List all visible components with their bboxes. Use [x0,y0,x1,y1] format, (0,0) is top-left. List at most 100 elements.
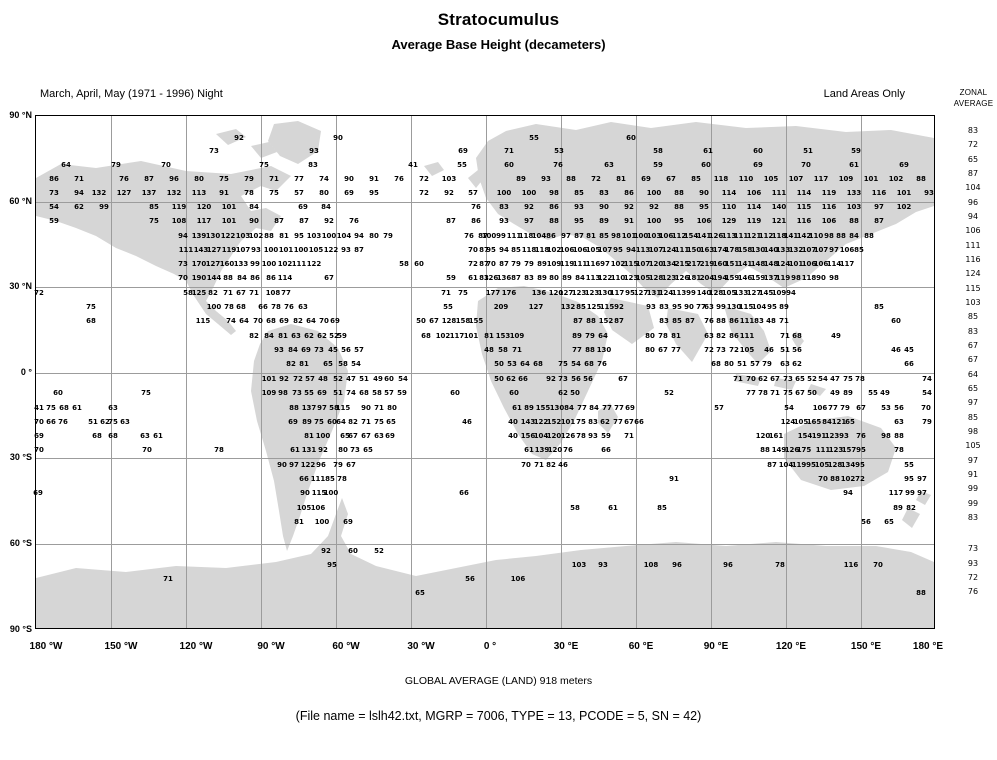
data-value: 115 [738,303,754,311]
data-value: 58 [653,147,663,155]
data-value: 87 [478,232,488,240]
meridian-grid-line [186,116,187,628]
data-value: 70 [521,461,531,469]
data-value: 101 [896,189,912,197]
data-value: 132 [91,189,107,197]
latitude-tick-label: 60 °S [9,538,32,548]
data-value: 103 [235,232,251,240]
data-value: 101 [261,375,277,383]
data-value: 58 [570,504,580,512]
data-value: 100 [521,189,537,197]
data-value: 128 [441,317,457,325]
parallel-grid-line [36,287,934,288]
data-value: 128 [827,461,843,469]
data-value: 85 [511,246,521,254]
data-value: 89 [779,303,789,311]
longitude-tick-label: 120 °E [775,641,807,652]
data-value: 115 [311,489,327,497]
data-value: 116 [821,203,837,211]
data-value: 102 [610,260,626,268]
parallel-grid-line [36,458,934,459]
data-value: 99 [686,289,696,297]
meridian-grid-line [411,116,412,628]
data-value: 79 [840,404,850,412]
data-value: 51 [88,418,98,426]
data-value: 56 [861,518,871,526]
data-value: 83 [308,161,318,169]
data-value: 99 [99,203,109,211]
data-value: 109 [261,389,277,397]
data-value: 108 [171,217,187,225]
data-value: 118 [521,246,537,254]
data-value: 71 [733,375,743,383]
parallel-grid-line [36,373,934,374]
data-value: 72 [293,375,303,383]
data-value: 74 [319,175,329,183]
data-value: 141 [783,232,799,240]
data-value: 89 [599,217,609,225]
data-value: 119 [775,274,791,282]
data-value: 98 [549,189,559,197]
data-value: 130 [597,289,613,297]
data-value: 100 [646,189,662,197]
data-value: 69 [330,317,340,325]
data-value: 57 [750,360,760,368]
data-value: 104 [336,232,352,240]
data-value: 100 [646,217,662,225]
data-value: 83 [754,317,764,325]
data-value: 70 [34,446,44,454]
longitude-tick-label: 60 °W [332,641,360,652]
data-value: 60 [891,317,901,325]
data-value: 77 [602,404,612,412]
data-value: 81 [671,332,681,340]
data-value: 148 [763,260,779,268]
data-value: 101 [278,246,294,254]
data-value: 123 [661,274,677,282]
data-value: 82 [906,504,916,512]
data-value: 104 [751,303,767,311]
data-value: 71 [163,575,173,583]
data-value: 132 [166,189,182,197]
data-value: 71 [534,461,544,469]
data-value: 107 [635,260,651,268]
data-value: 106 [310,504,326,512]
data-value: 106 [559,246,575,254]
data-value: 130 [205,232,221,240]
world-map [36,121,934,628]
data-value: 148 [750,260,766,268]
data-value: 96 [723,561,733,569]
data-value: 115 [796,203,812,211]
data-value: 71 [780,332,790,340]
zonal-average-value: 115 [965,284,981,293]
data-value: 85 [657,504,667,512]
data-value: 51 [780,346,790,354]
zonal-average-value: 85 [967,312,979,321]
data-value: 159 [724,274,740,282]
data-value: 79 [762,360,772,368]
data-value: 111 [291,260,307,268]
data-value: 78 [576,432,586,440]
data-value: 68 [711,360,721,368]
data-value: 97 [874,203,884,211]
data-value: 133 [775,246,791,254]
data-value: 89 [524,404,534,412]
data-value: 98 [611,232,621,240]
longitude-tick-label: 150 °E [850,641,882,652]
data-value: 81 [304,432,314,440]
meridian-grid-line [486,116,487,628]
data-value: 60 [450,389,460,397]
latitude-tick-label: 30 °N [9,281,32,291]
data-value: 101 [463,332,479,340]
data-value: 94 [786,289,796,297]
data-value: 76 [856,432,866,440]
data-value: 102 [435,332,451,340]
data-value: 84 [564,404,574,412]
data-value: 69 [899,161,909,169]
data-value: 86 [266,274,276,282]
data-value: 97 [917,475,927,483]
data-value: 85 [599,232,609,240]
data-value: 87 [573,317,583,325]
data-value: 57 [468,189,478,197]
data-value: 75 [269,189,279,197]
data-value: 105 [793,418,809,426]
